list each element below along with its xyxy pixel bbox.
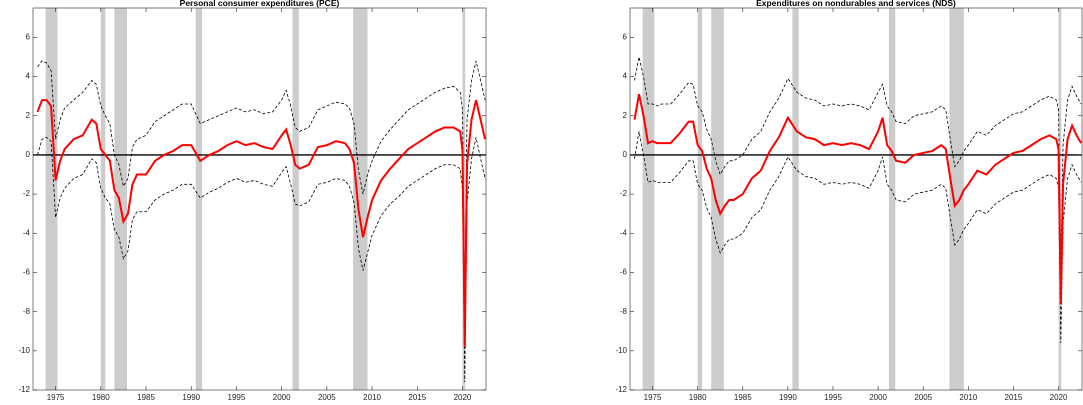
- y-tick-label: -8: [620, 307, 628, 316]
- y-tick-label: -2: [23, 189, 31, 198]
- band-line: [37, 60, 486, 302]
- median-line: [633, 93, 1082, 304]
- x-tick-label: 2020: [1050, 393, 1068, 402]
- y-tick-label: 4: [26, 72, 31, 81]
- y-tick-label: -10: [615, 346, 627, 355]
- recession-band: [949, 8, 964, 390]
- x-tick-label: 1975: [47, 393, 65, 402]
- recession-band: [195, 8, 203, 390]
- y-tick-label: 6: [26, 32, 31, 41]
- x-tick-label: 1985: [137, 393, 155, 402]
- x-tick-label: 2000: [869, 393, 887, 402]
- x-tick-label: 1995: [824, 393, 842, 402]
- plot-area: [33, 8, 486, 390]
- y-tick-label: -6: [620, 268, 628, 277]
- y-tick-label: -4: [23, 228, 31, 237]
- x-tick-label: 1990: [779, 393, 797, 402]
- x-tick-label: 1980: [92, 393, 110, 402]
- recession-band: [45, 8, 58, 390]
- y-tick-label: -12: [18, 385, 30, 394]
- y-tick-label: 2: [26, 111, 31, 120]
- x-tick-label: 2000: [273, 393, 291, 402]
- x-tick-label: 2005: [318, 393, 336, 402]
- x-tick-label: 2015: [1005, 393, 1023, 402]
- band-line: [634, 56, 1082, 273]
- recession-band: [888, 8, 896, 390]
- y-tick-label: -2: [620, 189, 628, 198]
- panel: -12 -10 -8 -6 -4 -2 0 2 4 6 1975 1980 1985 1990 1995 20…: [18, 0, 487, 402]
- plot-area: [630, 8, 1082, 390]
- recession-band: [100, 8, 106, 390]
- recession-band: [792, 8, 799, 390]
- axes-frame: [629, 7, 1083, 391]
- recession-band: [642, 8, 655, 390]
- x-tick-label: 1990: [182, 393, 200, 402]
- chart-title: Personal consumer expenditures (PCE): [180, 0, 340, 8]
- y-tick-label: 0: [26, 150, 31, 159]
- y-tick-label: 2: [623, 111, 628, 120]
- x-tick-label: 1975: [644, 393, 662, 402]
- recession-band: [353, 8, 368, 390]
- y-tick-label: -12: [615, 385, 627, 394]
- x-tick-label: 2010: [363, 393, 381, 402]
- median-line: [36, 99, 486, 347]
- recession-band: [711, 8, 724, 390]
- x-tick-label: 2005: [914, 393, 932, 402]
- recession-band: [292, 8, 299, 390]
- x-tick-label: 1980: [689, 393, 707, 402]
- band-line: [634, 131, 1082, 343]
- recession-band: [697, 8, 703, 390]
- y-tick-label: -6: [23, 268, 31, 277]
- x-tick-label: 2015: [408, 393, 426, 402]
- y-tick-label: 0: [623, 150, 628, 159]
- recession-band: [114, 8, 128, 390]
- y-tick-label: 6: [623, 32, 628, 41]
- chart-title: Expenditures on nondurables and services…: [756, 0, 956, 8]
- x-tick-label: 1985: [734, 393, 752, 402]
- y-tick-label: -8: [23, 307, 31, 316]
- axes-frame: [32, 7, 487, 391]
- x-tick-label: 1995: [228, 393, 246, 402]
- x-tick-label: 2020: [454, 393, 472, 402]
- x-tick-label: 2010: [959, 393, 977, 402]
- y-tick-label: -10: [18, 346, 30, 355]
- y-tick-label: 4: [623, 72, 628, 81]
- y-tick-label: -4: [620, 228, 628, 237]
- panel: -12 -10 -8 -6 -4 -2 0 2 4 6 1975 1980 1985 1990 1995 20…: [615, 0, 1083, 402]
